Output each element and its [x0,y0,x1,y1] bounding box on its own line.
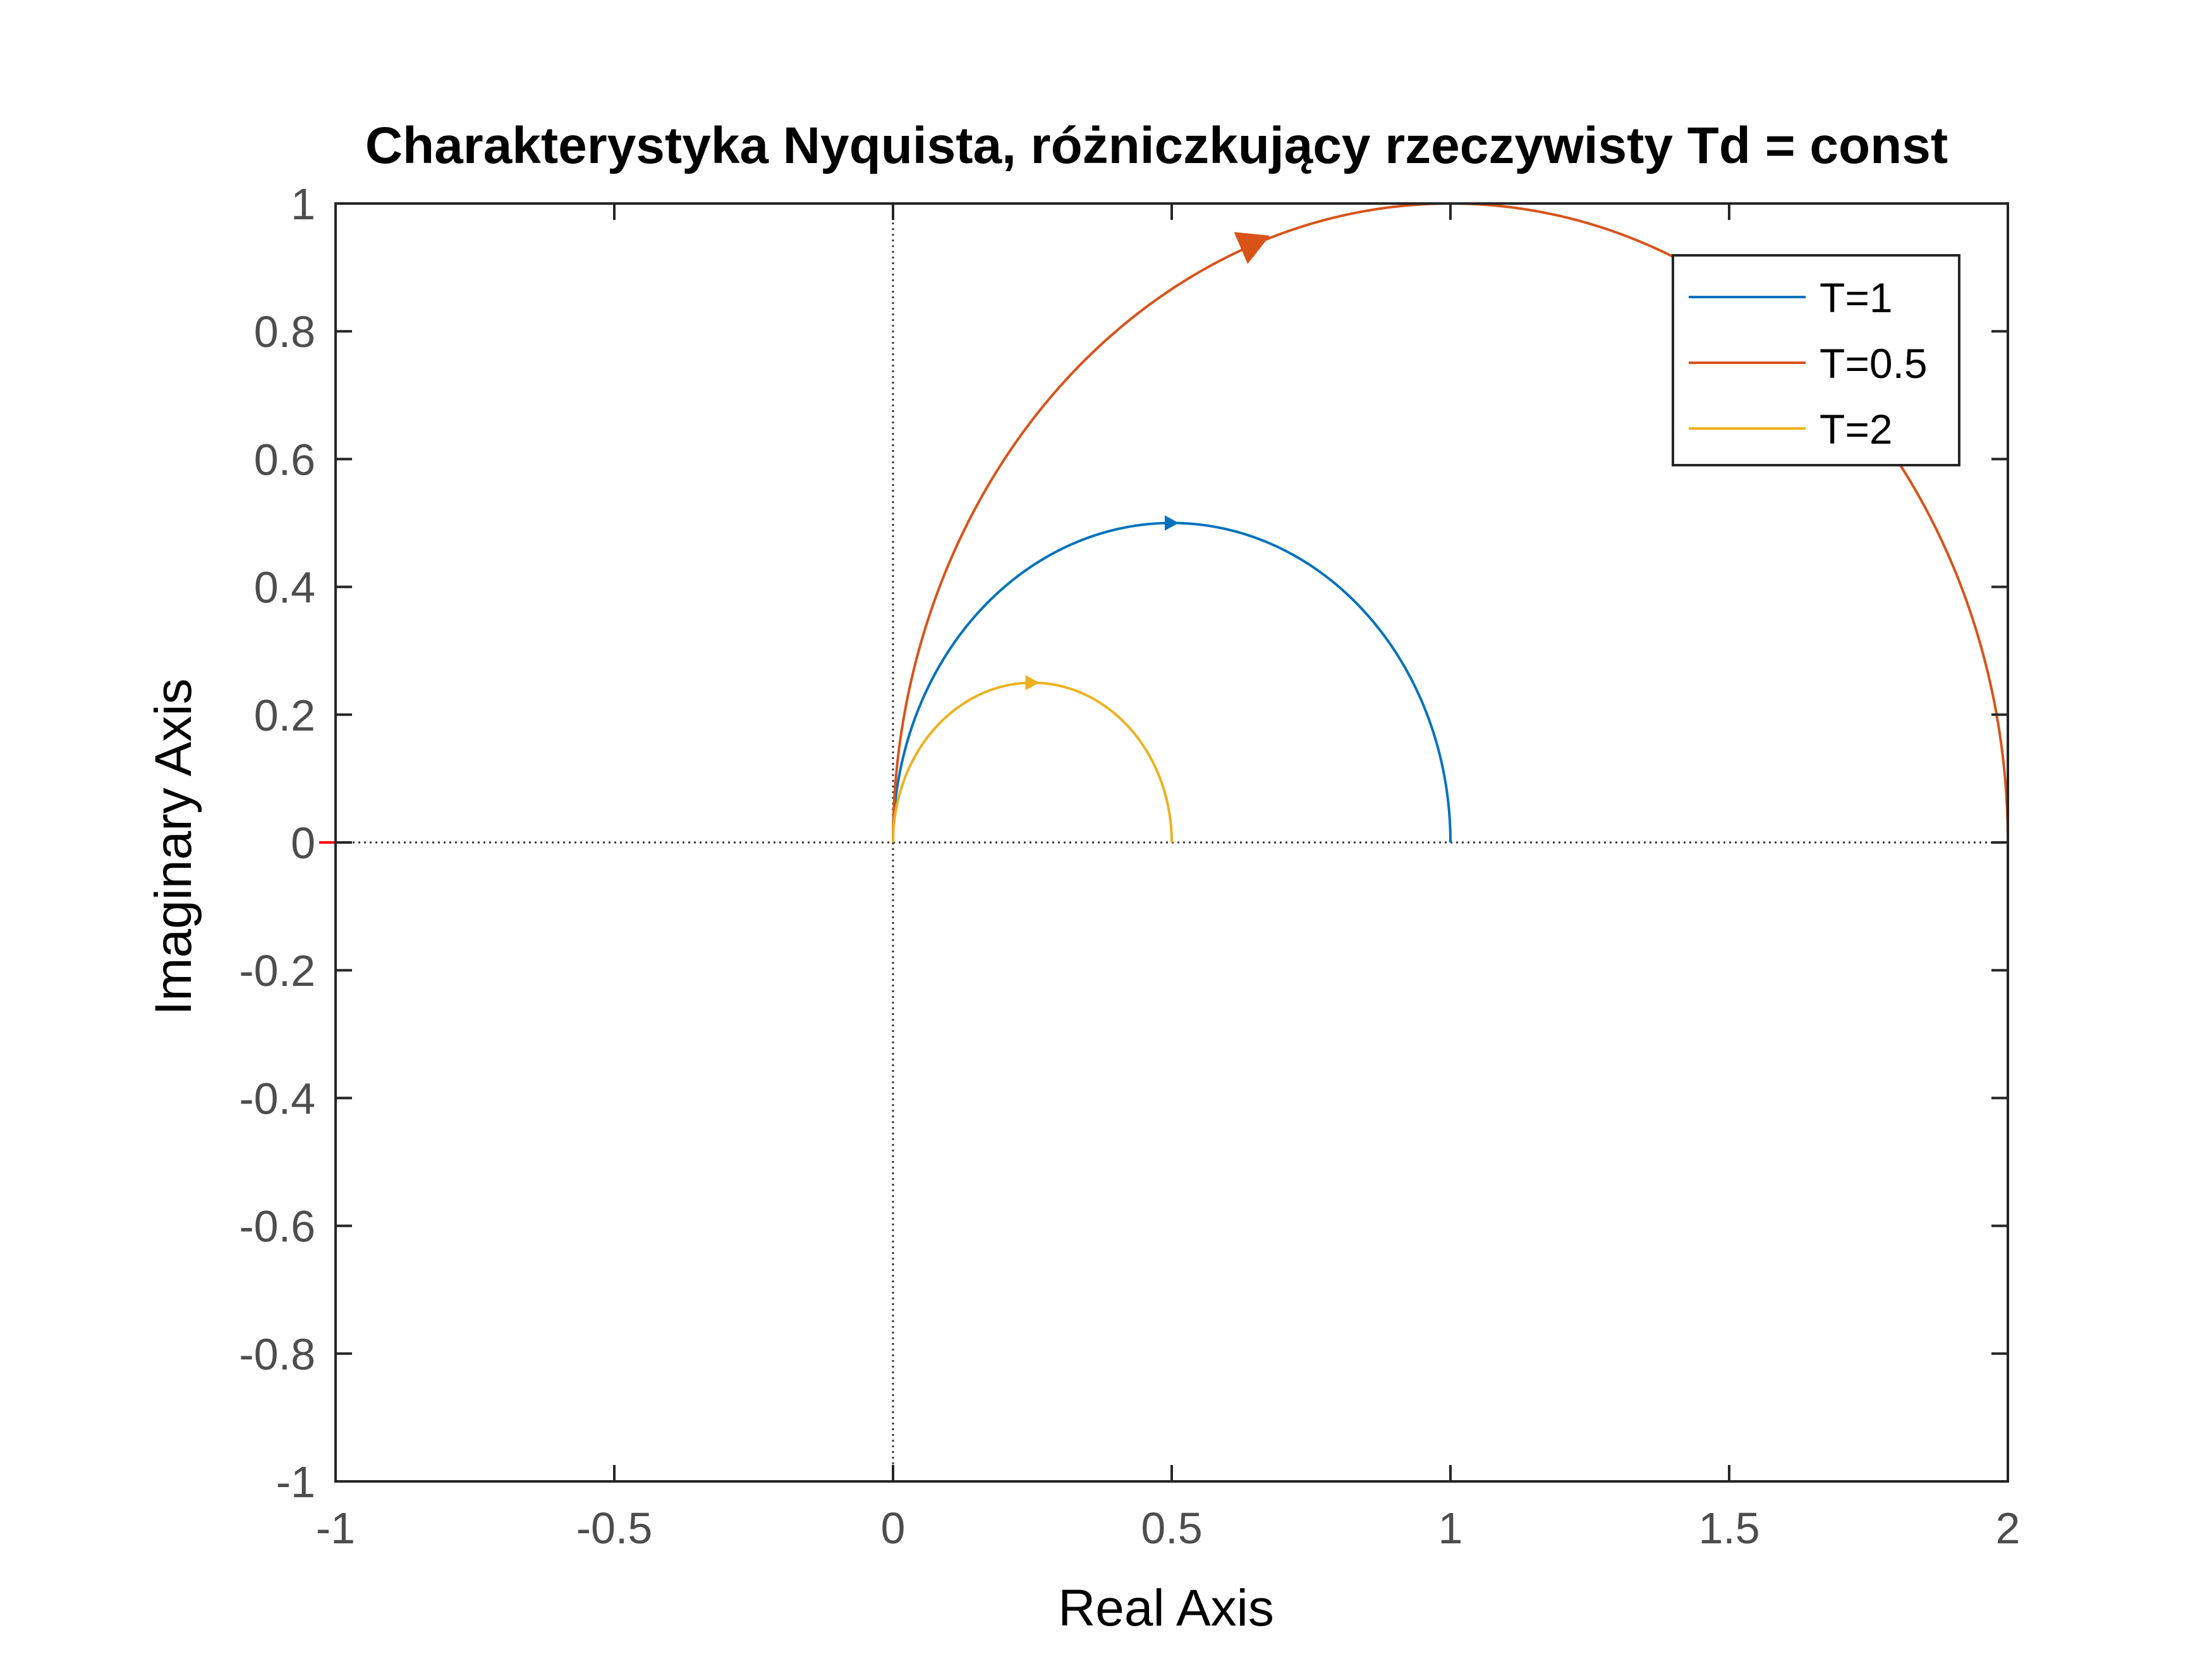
legend-entry-label: T=0.5 [1820,340,1928,387]
x-tick-label: 2 [1996,1504,2021,1553]
y-tick-label: 0.6 [254,435,315,484]
y-tick-label: -0.4 [239,1074,315,1123]
series-arrow-T=2 [1025,675,1040,691]
axis-ticks: -1 -0.5 0 0.5 1 1.5 2 -1 -0.8 -0.6 -0.4 -0.2 0 0.2 0.4… [239,179,2020,1553]
y-tick-label: -0.6 [239,1202,315,1251]
chart-title: Charakterystyka Nyquista, różniczkujący … [365,117,1948,174]
legend-entry-label: T=2 [1820,406,1893,453]
x-tick-label: -1 [316,1504,355,1553]
series-arrow-T=1 [1165,515,1179,531]
x-tick-label: -0.5 [576,1504,653,1553]
x-tick-label: 0 [881,1504,906,1553]
x-tick-label: 0.5 [1141,1504,1202,1553]
y-tick-label: -0.2 [239,946,315,995]
x-tick-label: 1 [1438,1504,1463,1553]
legend-box [1672,254,1960,466]
legend: T=1 T=0.5 T=2 [1672,254,1960,466]
x-axis-title: Real Axis [1058,1579,1274,1637]
y-axis-title: Imaginary Axis [145,678,202,1015]
y-tick-label: 0.2 [254,691,315,740]
y-tick-label: 1 [291,179,315,229]
y-tick-label: -0.8 [239,1330,315,1379]
y-tick-label: -1 [276,1457,315,1507]
y-tick-label: 0 [291,818,315,868]
x-tick-label: 1.5 [1698,1504,1759,1553]
legend-entry-label: T=1 [1820,274,1893,321]
series-arrow-T=0.5 [1234,232,1270,264]
y-tick-label: 0.8 [254,307,315,356]
y-tick-label: 0.4 [254,563,315,612]
